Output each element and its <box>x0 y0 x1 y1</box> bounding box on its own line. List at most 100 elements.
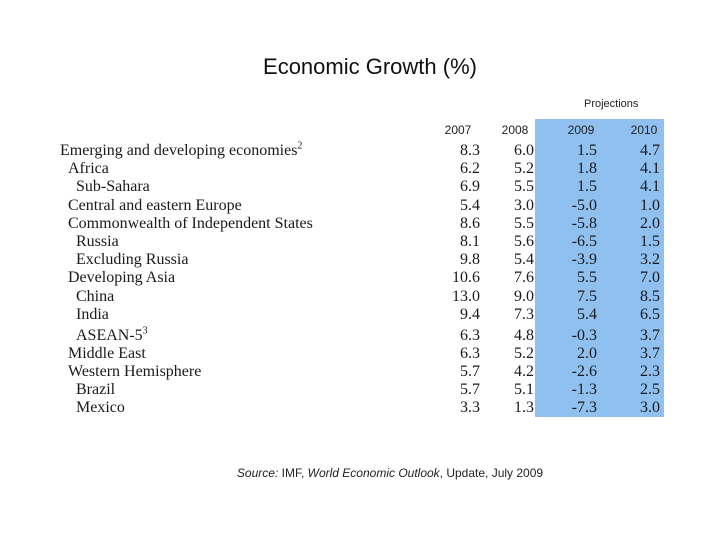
value-cell-2007: 5.7 <box>460 363 480 381</box>
table-row: India 9.4 7.3 5.4 6.5 <box>60 306 680 324</box>
value-cell-2010: 2.5 <box>640 381 660 399</box>
value-cell-2008: 5.6 <box>514 232 534 250</box>
value-cell-2009: -6.5 <box>571 232 597 250</box>
table-row: China 13.0 9.0 7.5 8.5 <box>60 288 680 306</box>
row-label-text: India <box>76 305 109 323</box>
row-label-text: Middle East <box>68 344 146 362</box>
table-row: Russia 8.1 5.6 -6.5 1.5 <box>60 233 680 251</box>
value-cell-2010: 4.7 <box>640 142 660 159</box>
value-cell-2010: 3.0 <box>640 399 660 417</box>
value-cell-2010: 3.7 <box>640 344 660 362</box>
row-label-text: Emerging and developing economies <box>60 142 298 159</box>
value-cell-2009: 1.8 <box>577 160 597 178</box>
value-cell-2009: -5.0 <box>571 196 597 214</box>
row-label: India <box>76 306 109 324</box>
projections-highlight <box>535 119 664 417</box>
row-label: Commonwealth of Independent States <box>68 215 313 233</box>
row-label-text: ASEAN-5 <box>76 326 143 344</box>
table-row: Central and eastern Europe 5.4 3.0 -5.0 1.0 <box>60 197 680 215</box>
value-cell-2010: 7.0 <box>640 269 660 287</box>
value-cell-2010: 4.1 <box>640 178 660 196</box>
table-row: Developing Asia 10.6 7.6 5.5 7.0 <box>60 269 680 287</box>
value-cell-2008: 9.0 <box>514 287 534 305</box>
row-label: Africa <box>68 160 109 178</box>
value-cell-2007: 5.7 <box>460 381 480 399</box>
value-cell-2010: 8.5 <box>640 287 660 305</box>
row-label: Middle East <box>68 345 146 363</box>
value-cell-2010: 6.5 <box>640 305 660 323</box>
value-cell-2009: -1.3 <box>571 381 597 399</box>
row-label-text: Sub-Sahara <box>76 178 150 196</box>
value-cell-2010: 1.0 <box>640 196 660 214</box>
row-label-text: Africa <box>68 160 109 178</box>
table-row: Emerging and developing economies2 8.3 6.0… <box>60 140 680 160</box>
row-label-text: Excluding Russia <box>76 251 189 269</box>
value-cell-2007: 6.9 <box>460 178 480 196</box>
value-cell-2010: 2.3 <box>640 363 660 381</box>
row-label-text: China <box>76 287 115 305</box>
value-cell-2010: 3.2 <box>640 251 660 269</box>
footnote-marker: 3 <box>142 325 148 337</box>
value-cell-2009: -0.3 <box>571 326 597 344</box>
table-row: ASEAN-53 6.3 4.8 -0.3 3.7 <box>60 324 680 345</box>
row-label-text: Commonwealth of Independent States <box>68 214 313 232</box>
year-header-2007: 2007 <box>444 123 472 137</box>
row-label: Brazil <box>76 381 115 399</box>
source-org: IMF, <box>281 466 308 480</box>
value-cell-2010: 2.0 <box>640 214 660 232</box>
value-cell-2009: -3.9 <box>571 251 597 269</box>
value-cell-2009: 5.4 <box>577 305 597 323</box>
row-label: Russia <box>76 233 119 251</box>
growth-table: Emerging and developing economies2 8.3 6.0… <box>60 140 680 418</box>
source-suffix: , Update, July 2009 <box>439 466 544 480</box>
value-cell-2007: 8.3 <box>460 142 480 159</box>
table-row: Sub-Sahara 6.9 5.5 1.5 4.1 <box>60 178 680 196</box>
row-label: Emerging and developing economies2 <box>60 140 303 160</box>
table-row: Commonwealth of Independent States 8.6 5.5… <box>60 215 680 233</box>
value-cell-2010: 4.1 <box>640 160 660 178</box>
row-label: ASEAN-53 <box>76 325 148 345</box>
table-row: Excluding Russia 9.8 5.4 -3.9 3.2 <box>60 251 680 269</box>
value-cell-2007: 6.3 <box>460 344 480 362</box>
source-note: Source: IMF, World Economic Outlook, Upd… <box>0 466 720 480</box>
projections-label: Projections <box>584 98 639 110</box>
value-cell-2010: 3.7 <box>640 326 660 344</box>
value-cell-2008: 3.0 <box>514 196 534 214</box>
table-row: Middle East 6.3 5.2 2.0 3.7 <box>60 345 680 363</box>
row-label-text: Western Hemisphere <box>68 363 202 381</box>
row-label: Sub-Sahara <box>76 178 150 196</box>
row-label-text: Central and eastern Europe <box>68 196 242 214</box>
value-cell-2009: 2.0 <box>577 344 597 362</box>
value-cell-2009: 1.5 <box>577 142 597 159</box>
value-cell-2008: 4.2 <box>514 363 534 381</box>
value-cell-2008: 5.5 <box>514 214 534 232</box>
value-cell-2007: 9.8 <box>460 251 480 269</box>
year-header-2008: 2008 <box>501 123 529 137</box>
value-cell-2009: 1.5 <box>577 178 597 196</box>
value-cell-2010: 1.5 <box>640 232 660 250</box>
table-row: Africa 6.2 5.2 1.8 4.1 <box>60 160 680 178</box>
table-row: Western Hemisphere 5.7 4.2 -2.6 2.3 <box>60 363 680 381</box>
row-label-text: Developing Asia <box>68 269 176 287</box>
value-cell-2009: 5.5 <box>577 269 597 287</box>
value-cell-2008: 6.0 <box>514 142 534 159</box>
value-cell-2007: 8.6 <box>460 214 480 232</box>
page-title: Economic Growth (%) <box>263 54 477 79</box>
value-cell-2009: -7.3 <box>571 399 597 417</box>
value-cell-2008: 5.2 <box>514 344 534 362</box>
year-header-2009: 2009 <box>567 123 595 137</box>
row-label: Central and eastern Europe <box>68 197 242 215</box>
value-cell-2008: 5.5 <box>514 178 534 196</box>
value-cell-2007: 3.3 <box>460 399 480 417</box>
value-cell-2008: 4.8 <box>514 326 534 344</box>
row-label: Mexico <box>76 399 125 417</box>
value-cell-2007: 13.0 <box>452 287 480 305</box>
value-cell-2007: 10.6 <box>452 269 480 287</box>
value-cell-2007: 5.4 <box>460 196 480 214</box>
source-prefix: Source: <box>236 466 282 480</box>
value-cell-2008: 5.2 <box>514 160 534 178</box>
footnote-marker: 2 <box>297 140 303 152</box>
value-cell-2008: 7.6 <box>514 269 534 287</box>
year-header-2010: 2010 <box>630 123 658 137</box>
table-row: Mexico 3.3 1.3 -7.3 3.0 <box>60 399 680 417</box>
